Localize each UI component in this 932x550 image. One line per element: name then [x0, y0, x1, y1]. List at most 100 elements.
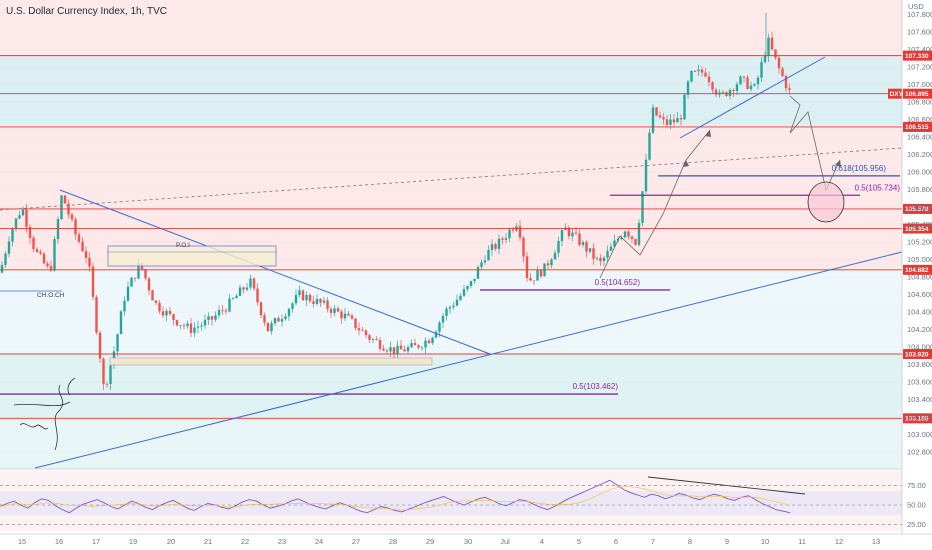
candle-body — [231, 298, 235, 299]
candle-body — [357, 328, 361, 331]
candle-body — [214, 315, 217, 320]
candle-body — [501, 238, 504, 240]
candle-body — [11, 228, 14, 242]
candle-body — [648, 132, 651, 160]
candle-body — [74, 219, 77, 235]
y-tick-label: 106.200 — [907, 150, 932, 159]
candle-body — [228, 298, 231, 312]
candle-body — [483, 260, 487, 263]
price-badge-label: 105.578 — [905, 206, 929, 213]
x-tick-label: 9 — [725, 537, 729, 546]
fib-label: 0.5(104.652) — [595, 278, 641, 287]
rsi-panel: 75.00 50.00 25.00 — [0, 479, 926, 529]
poi-label: P.O.I — [176, 242, 190, 249]
candle-body — [413, 343, 417, 346]
candle-body — [0, 264, 4, 273]
candle-body — [301, 290, 305, 301]
candle-body — [763, 56, 767, 63]
candle-body — [14, 218, 18, 229]
price-badge — [903, 50, 932, 61]
candle-body — [620, 237, 623, 239]
candle-body — [518, 226, 522, 238]
candle-body — [770, 37, 774, 50]
candle-body — [578, 233, 581, 245]
candle-body — [270, 323, 273, 332]
candle-body — [154, 300, 158, 303]
candle-body — [396, 345, 399, 355]
rsi-line — [0, 479, 791, 514]
candle-body — [18, 215, 21, 219]
fib-label: 0.5(103.462) — [573, 382, 619, 391]
candle-body — [312, 301, 315, 304]
candle-body — [119, 311, 123, 335]
candle-body — [683, 94, 686, 120]
candle-body — [532, 280, 536, 282]
candle-body — [480, 262, 483, 268]
y-tick-label: 103.600 — [907, 378, 932, 387]
price-badge-label: 106.895 — [905, 91, 929, 98]
candle-body — [347, 313, 350, 316]
candle-body — [259, 302, 263, 316]
price-badge — [903, 223, 932, 234]
candle-body — [749, 85, 753, 90]
candle-body — [210, 316, 214, 320]
candle-body — [242, 287, 245, 290]
candle-body — [329, 308, 333, 313]
candle-body — [641, 191, 644, 223]
candle-body — [81, 241, 84, 252]
candle-body — [350, 315, 354, 319]
price-badge-label: 107.330 — [905, 53, 929, 60]
candle-body — [25, 209, 28, 227]
candle-body — [473, 278, 476, 282]
candle-body — [256, 288, 259, 303]
poi-box — [107, 245, 277, 267]
candle-body — [452, 305, 455, 308]
y-tick-label: 106.600 — [907, 115, 932, 124]
candle-body — [781, 68, 784, 77]
candle-body — [382, 348, 385, 351]
candle-body — [49, 266, 53, 271]
y-tick-label: 103.800 — [907, 360, 932, 369]
candle-body — [235, 295, 238, 299]
target-circle — [807, 181, 845, 223]
candle-body — [634, 238, 637, 245]
candle-body — [469, 281, 473, 286]
candle-body — [417, 345, 420, 348]
rsi-tick-label: 25.00 — [907, 520, 926, 529]
candle-body — [102, 358, 105, 384]
candle-body — [291, 303, 294, 309]
candle-body — [774, 49, 777, 58]
x-tick-label: 22 — [241, 537, 249, 546]
candle-body — [655, 107, 658, 116]
chart-title: U.S. Dollar Currency Index, 1h, TVC — [6, 6, 167, 17]
candle-body — [266, 322, 270, 332]
candle-body — [609, 246, 613, 251]
candle-body — [662, 117, 665, 120]
x-tick-label: 10 — [761, 537, 769, 546]
y-tick-label: 103.000 — [907, 430, 932, 439]
candle-body — [466, 285, 469, 290]
price-badge — [903, 88, 932, 99]
candle-body — [193, 327, 196, 334]
candle-body — [284, 316, 287, 320]
candle-body — [431, 337, 434, 344]
y-tick-label: 106.800 — [907, 98, 932, 107]
candle-body — [571, 232, 574, 237]
x-tick-label: 29 — [426, 537, 434, 546]
candle-body — [438, 322, 441, 332]
candle-body — [182, 325, 186, 327]
candle-body — [553, 252, 557, 260]
candle-body — [732, 89, 735, 92]
candle-body — [494, 244, 497, 249]
x-tick-label: 21 — [204, 537, 212, 546]
candle-body — [637, 222, 641, 245]
candle-body — [742, 76, 746, 78]
y-tick-label: 104.400 — [907, 308, 932, 317]
candle-body — [375, 339, 378, 340]
candle-body — [490, 244, 494, 250]
x-tick-label: Jul — [500, 537, 510, 546]
candle-body — [602, 257, 606, 262]
candle-body — [39, 251, 42, 254]
x-tick-label: 30 — [464, 537, 472, 546]
candle-body — [105, 383, 109, 385]
